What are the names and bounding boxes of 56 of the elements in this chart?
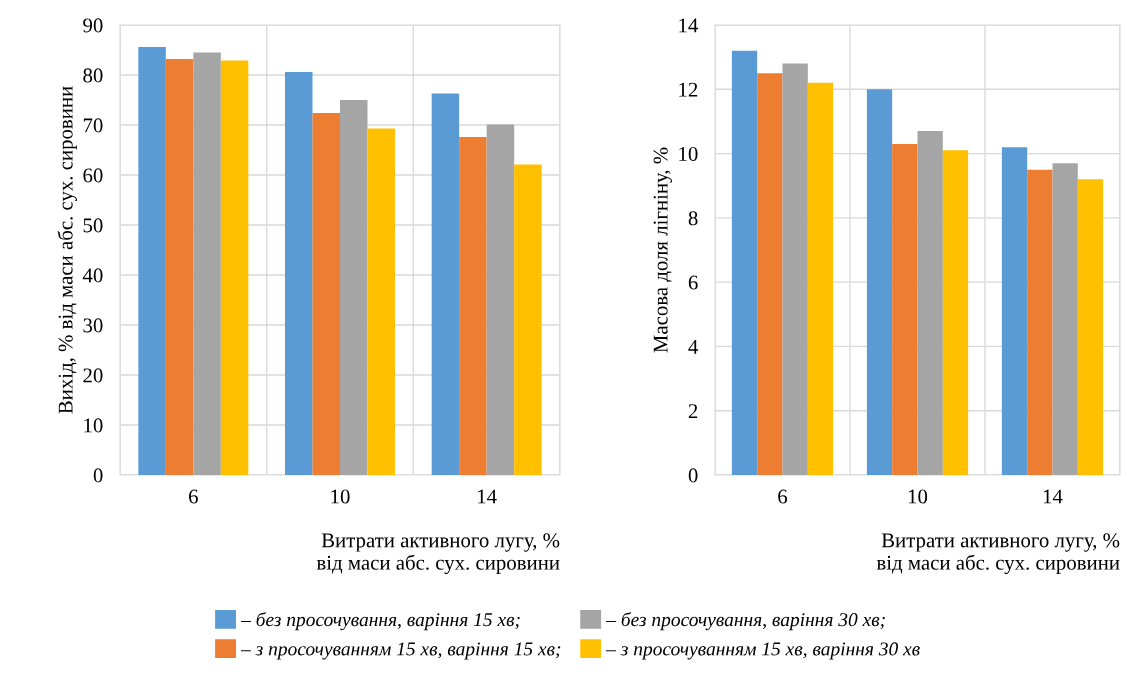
x-tick-label: 14 (478, 489, 497, 504)
x-tick-label: 14 (1043, 489, 1063, 504)
y-tick-label: 4 (688, 339, 699, 354)
legend-label: – без просочування, варіння 30 хв; (606, 612, 885, 631)
bar (757, 73, 783, 475)
y-tick-label: 10 (84, 418, 103, 433)
bar (942, 150, 969, 475)
y-tick-label: 70 (83, 118, 103, 133)
bar (807, 82, 834, 475)
legend-label: – з просочуванням 15 хв, варіння 15 хв; (240, 642, 561, 660)
x-tick-label: 6 (189, 489, 198, 504)
y-tick-label: 30 (83, 318, 103, 333)
x-tick-label: 10 (331, 489, 350, 504)
bar (138, 47, 166, 475)
bar (1027, 169, 1053, 475)
bar (285, 72, 313, 475)
y-tick-label: 40 (82, 268, 103, 283)
y-tick-label: 80 (83, 68, 103, 83)
y-tick-label: 10 (679, 146, 698, 161)
y-tick-label: 14 (679, 18, 699, 33)
bar (1052, 163, 1078, 475)
x-axis-title: Витрати активного лугу, % від маси абс. сух. сировини (876, 533, 1120, 575)
bar (193, 52, 221, 475)
bar (782, 63, 808, 475)
bar (220, 60, 249, 475)
y-tick-label: 8 (688, 211, 698, 226)
y-tick-label: 2 (688, 404, 698, 418)
y-tick-label: 20 (83, 368, 103, 383)
legend-label: – без просочування, варіння 15 хв; (240, 612, 520, 631)
bar (486, 124, 515, 475)
bar (1077, 179, 1104, 475)
bar (459, 137, 487, 475)
bar (165, 59, 194, 475)
legend-label: – з просочуванням 15 хв, варіння 30 хв (606, 642, 920, 660)
bar (312, 113, 340, 475)
y-tick-label: 12 (679, 82, 698, 97)
y-axis-title: Вихід, % від маси абс. сух. сировини (57, 86, 77, 414)
bar (340, 100, 368, 475)
bar (866, 89, 893, 475)
y-tick-label: 60 (83, 168, 103, 183)
bar (1001, 147, 1028, 475)
x-axis-title: Витрати активного лугу, % від маси абс. сух. сировини (316, 533, 560, 575)
bar (367, 128, 395, 475)
bar (514, 164, 542, 475)
bar (892, 143, 918, 475)
y-tick-label: 0 (688, 468, 698, 483)
bar (917, 131, 943, 475)
y-axis-title: Масова доля лігніну, % (653, 147, 672, 353)
bar (731, 50, 758, 475)
bar (431, 93, 460, 475)
x-tick-label: 6 (778, 489, 788, 504)
y-tick-label: 50 (83, 218, 103, 233)
x-tick-label: 10 (908, 489, 928, 504)
y-tick-label: 0 (93, 468, 103, 483)
y-tick-label: 90 (83, 18, 103, 33)
y-tick-label: 6 (688, 275, 698, 290)
